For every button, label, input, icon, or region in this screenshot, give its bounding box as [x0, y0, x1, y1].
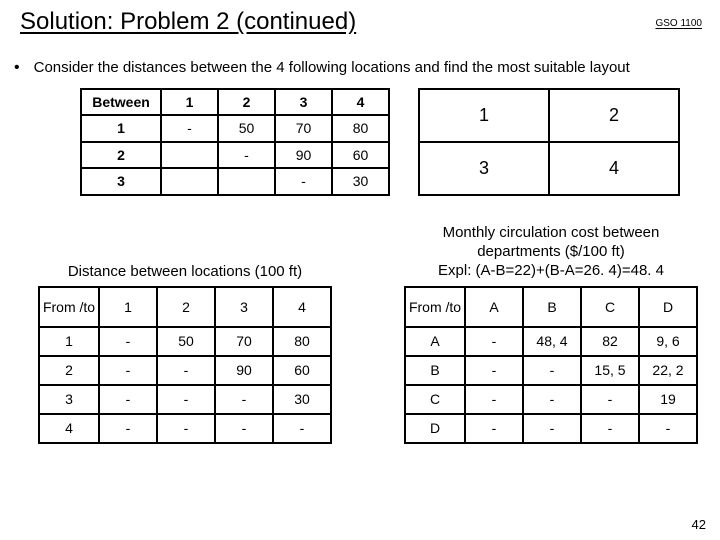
- dist-cell: -: [157, 414, 215, 443]
- bullet-text: Consider the distances between the 4 fol…: [34, 58, 630, 78]
- between-col: 1: [161, 89, 218, 116]
- cost-col: B: [523, 287, 581, 327]
- between-cell: 60: [332, 142, 389, 169]
- cost-rowh: B: [405, 356, 465, 385]
- cost-cell: -: [581, 414, 639, 443]
- between-table: Between 1 2 3 4 1 - 50 70 80 2 - 90 60 3…: [80, 88, 390, 196]
- dist-cell: -: [215, 385, 273, 414]
- cost-cell: -: [465, 327, 523, 356]
- dist-col: 1: [99, 287, 157, 327]
- cost-cell: -: [465, 414, 523, 443]
- header-code: GSO 1100: [655, 18, 702, 29]
- between-corner: Between: [81, 89, 161, 116]
- layout-cell: 4: [549, 142, 679, 195]
- slide-title: Solution: Problem 2 (continued): [0, 0, 720, 38]
- dist-cell: 70: [215, 327, 273, 356]
- cost-rowh: D: [405, 414, 465, 443]
- cost-cell: -: [465, 356, 523, 385]
- cost-cell: 19: [639, 385, 697, 414]
- between-col: 2: [218, 89, 275, 116]
- cost-cell: -: [523, 356, 581, 385]
- dist-cell: 80: [273, 327, 331, 356]
- dist-cell: 30: [273, 385, 331, 414]
- cost-rowh: C: [405, 385, 465, 414]
- cost-cell: -: [523, 385, 581, 414]
- dist-cell: -: [157, 385, 215, 414]
- cost-col: D: [639, 287, 697, 327]
- dist-cell: -: [99, 414, 157, 443]
- between-cell: 30: [332, 168, 389, 195]
- between-col: 4: [332, 89, 389, 116]
- cost-cell: 9, 6: [639, 327, 697, 356]
- between-cell: -: [275, 168, 332, 195]
- between-cell: -: [161, 115, 218, 142]
- between-col: 3: [275, 89, 332, 116]
- cost-caption-line: Expl: (A-B=22)+(B-A=26. 4)=48. 4: [438, 262, 664, 281]
- dist-rowh: 1: [39, 327, 99, 356]
- layout-cell: 3: [419, 142, 549, 195]
- between-cell: 50: [218, 115, 275, 142]
- bullet-item: • Consider the distances between the 4 f…: [0, 38, 720, 84]
- cost-cell: -: [581, 385, 639, 414]
- between-cell: 80: [332, 115, 389, 142]
- cost-cell: 48, 4: [523, 327, 581, 356]
- cost-cell: 15, 5: [581, 356, 639, 385]
- cost-corner: From /to: [405, 287, 465, 327]
- cost-caption-line: Monthly circulation cost between: [438, 224, 664, 243]
- layout-cell: 1: [419, 89, 549, 142]
- cost-cell: -: [465, 385, 523, 414]
- cost-rowh: A: [405, 327, 465, 356]
- between-cell: [218, 168, 275, 195]
- dist-cell: -: [99, 356, 157, 385]
- dist-cell: -: [157, 356, 215, 385]
- cost-cell: -: [523, 414, 581, 443]
- between-cell: [161, 142, 218, 169]
- bullet-dot: •: [14, 60, 20, 76]
- dist-rowh: 2: [39, 356, 99, 385]
- layout-cell: 2: [549, 89, 679, 142]
- dist-caption: Distance between locations (100 ft): [38, 224, 332, 282]
- cost-col: A: [465, 287, 523, 327]
- distance-table: From /to 1 2 3 4 1-507080 2--9060 3---30…: [38, 286, 332, 444]
- dist-rowh: 4: [39, 414, 99, 443]
- between-rowh: 2: [81, 142, 161, 169]
- between-rowh: 3: [81, 168, 161, 195]
- between-rowh: 1: [81, 115, 161, 142]
- dist-col: 3: [215, 287, 273, 327]
- cost-col: C: [581, 287, 639, 327]
- cost-cell: 82: [581, 327, 639, 356]
- layout-grid: 1 2 3 4: [418, 88, 680, 196]
- cost-cell: -: [639, 414, 697, 443]
- page-number: 42: [692, 517, 706, 532]
- cost-caption: Monthly circulation cost between departm…: [404, 224, 698, 282]
- cost-cell: 22, 2: [639, 356, 697, 385]
- between-cell: -: [218, 142, 275, 169]
- cost-table: From /to A B C D A-48, 4829, 6 B--15, 52…: [404, 286, 698, 444]
- dist-cell: -: [99, 327, 157, 356]
- dist-cell: 50: [157, 327, 215, 356]
- dist-cell: -: [99, 385, 157, 414]
- dist-cell: 60: [273, 356, 331, 385]
- between-cell: 70: [275, 115, 332, 142]
- between-cell: [161, 168, 218, 195]
- between-cell: 90: [275, 142, 332, 169]
- dist-cell: -: [273, 414, 331, 443]
- dist-cell: 90: [215, 356, 273, 385]
- dist-col: 4: [273, 287, 331, 327]
- cost-caption-line: departments ($/100 ft): [438, 243, 664, 262]
- dist-rowh: 3: [39, 385, 99, 414]
- dist-col: 2: [157, 287, 215, 327]
- dist-corner: From /to: [39, 287, 99, 327]
- dist-cell: -: [215, 414, 273, 443]
